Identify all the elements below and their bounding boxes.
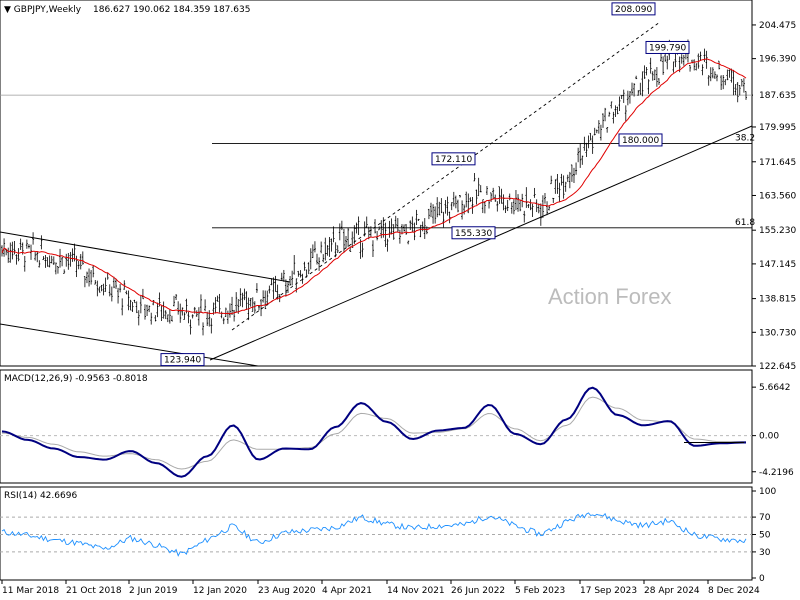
annotation-label: 199.790 — [649, 43, 686, 53]
annotation-box — [611, 2, 656, 16]
price-annotations: 208.090 199.790 180.000 172.110 155.330 123.9… — [160, 2, 690, 367]
price-tick-label: 122.645 — [759, 362, 796, 372]
x-axis: 11 Mar 2018 21 Oct 2018 2 Jun 2019 12 Jan 2… — [1, 580, 760, 596]
watermark: Action Forex — [548, 284, 672, 309]
price-tick-label: 147.145 — [759, 260, 796, 270]
fib-level-label: 61.8 — [735, 218, 755, 228]
price-axis-ticks: 204.475 196.390 187.635 179.995 171.645 163.5… — [0, 21, 800, 372]
x-tick-label: 5 Feb 2023 — [515, 586, 565, 596]
annotation-label: 180.000 — [622, 136, 659, 146]
annotation-label: 155.330 — [455, 229, 492, 239]
macd-plot: 5.6642 0.00 -4.2196 — [0, 383, 794, 478]
x-tick-label: 23 Aug 2020 — [258, 586, 316, 596]
x-tick-label: 26 Jun 2022 — [451, 586, 505, 596]
rising-trendline — [209, 125, 753, 361]
rsi-title: RSI(14) 42.6696 — [4, 491, 77, 501]
rsi-plot: 100 70 50 30 0 — [0, 487, 776, 584]
annotation-box — [160, 353, 205, 367]
price-tick-label: 171.645 — [759, 158, 796, 168]
rsi-line — [1, 512, 747, 557]
macd-title: MACD(12,26,9) -0.9563 -0.8018 — [4, 374, 148, 384]
rising-channel-dashed — [231, 21, 661, 331]
rsi-tick-label: 0 — [759, 574, 765, 584]
annotation-label: 208.090 — [615, 5, 652, 15]
macd-line — [1, 386, 746, 478]
descending-channel-upper — [0, 231, 291, 283]
price-tick-label: 179.995 — [759, 123, 796, 133]
rsi-tick-label: 50 — [759, 531, 771, 541]
moving-average-line — [1, 58, 747, 315]
descending-channel-lower — [0, 323, 259, 367]
x-tick-label: 21 Oct 2018 — [66, 586, 122, 596]
x-tick-label: 4 Apr 2021 — [322, 586, 372, 596]
rsi-panel — [0, 486, 753, 581]
x-tick-label: 12 Jan 2020 — [193, 586, 247, 596]
macd-signal-line — [1, 396, 746, 470]
x-tick-label: 11 Mar 2018 — [2, 586, 59, 596]
price-tick-label: 155.230 — [759, 226, 796, 236]
macd-tick-label: 5.6642 — [759, 383, 791, 393]
annotation-box — [451, 226, 496, 240]
annotation-box — [618, 133, 663, 147]
price-tick-label: 196.390 — [759, 55, 796, 65]
x-tick-label: 8 Dec 2024 — [708, 586, 760, 596]
last-price-label: 187.635 — [759, 91, 796, 101]
macd-panel — [0, 369, 753, 484]
price-candles — [1, 39, 747, 336]
annotation-label: 123.940 — [164, 356, 201, 366]
chart-title: ▼ GBPJPY,Weekly — [4, 5, 82, 15]
x-tick-label: 28 Apr 2024 — [644, 586, 700, 596]
x-tick-label: 2 Jun 2019 — [129, 586, 178, 596]
macd-tick-label: 0.00 — [759, 432, 779, 442]
price-panel — [0, 0, 753, 367]
rsi-tick-label: 30 — [759, 548, 771, 558]
rsi-tick-label: 100 — [759, 487, 776, 497]
fib-level-label: 38.2 — [735, 133, 755, 143]
price-tick-label: 163.560 — [759, 191, 796, 201]
rsi-tick-label: 70 — [759, 513, 771, 523]
annotation-box — [645, 40, 690, 54]
ohlc-readout: 186.627 190.062 184.359 187.635 — [93, 5, 250, 15]
annotation-label: 172.110 — [435, 155, 472, 165]
price-tick-label: 130.730 — [759, 328, 796, 338]
price-tick-label: 138.815 — [759, 295, 796, 305]
macd-tick-label: -4.2196 — [759, 468, 794, 478]
x-tick-label: 14 Nov 2021 — [387, 586, 445, 596]
price-tick-label: 204.475 — [759, 21, 796, 31]
last-price-box — [753, 89, 800, 102]
annotation-box — [431, 152, 476, 166]
x-tick-label: 17 Sep 2023 — [580, 586, 637, 596]
price-trendlines: 38.2 61.8 — [0, 21, 755, 367]
symbol-triangle-icon: ▼ — [4, 5, 14, 15]
